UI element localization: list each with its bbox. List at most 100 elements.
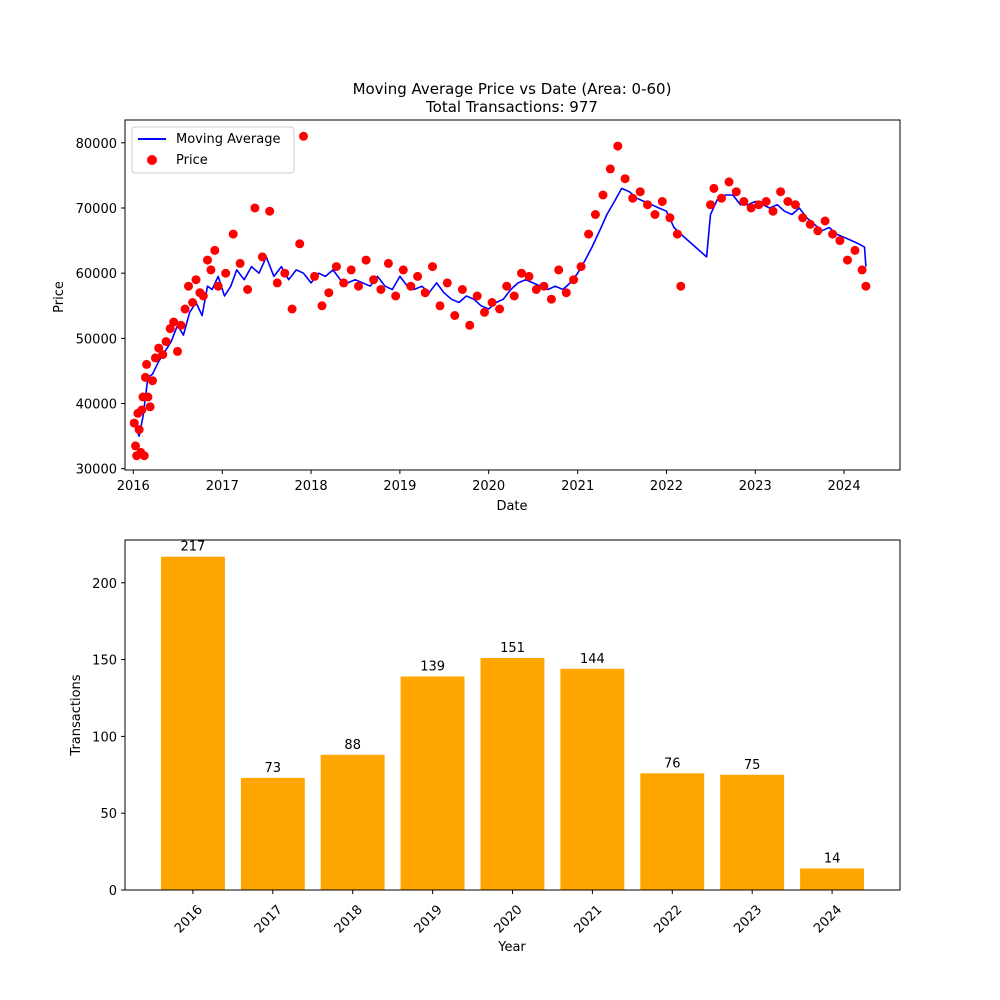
price-point bbox=[828, 229, 838, 239]
price-point bbox=[717, 193, 726, 203]
price-point bbox=[420, 288, 430, 298]
price-point bbox=[198, 291, 208, 301]
bar-y-tick-label: 0 bbox=[109, 884, 117, 899]
line-plot-area bbox=[129, 131, 871, 461]
bar-2023 bbox=[720, 774, 785, 890]
line-subplot: Moving Average Price vs Date (Area: 0-60… bbox=[52, 80, 901, 514]
price-point bbox=[598, 190, 608, 200]
bar-data-label: 75 bbox=[744, 758, 761, 773]
price-point bbox=[676, 281, 686, 291]
price-point bbox=[188, 298, 198, 307]
price-point bbox=[502, 281, 512, 291]
price-point bbox=[768, 206, 778, 216]
legend-entry-moving-average: Moving Average bbox=[176, 132, 280, 147]
bar-y-tick-label: 50 bbox=[100, 807, 117, 822]
price-point bbox=[165, 324, 175, 334]
price-point bbox=[584, 229, 594, 239]
line-x-tick-label: 2018 bbox=[295, 479, 328, 494]
price-point bbox=[554, 265, 564, 275]
price-point bbox=[324, 288, 334, 298]
price-point bbox=[295, 239, 305, 249]
price-point bbox=[228, 229, 238, 239]
price-point bbox=[650, 210, 660, 219]
line-y-tick-label: 70000 bbox=[76, 202, 117, 217]
price-point bbox=[783, 197, 793, 206]
bar-y-tick-label: 150 bbox=[92, 654, 117, 669]
price-point bbox=[442, 278, 452, 288]
price-point bbox=[465, 320, 475, 330]
price-point bbox=[761, 197, 771, 206]
line-y-tick-label: 40000 bbox=[76, 398, 117, 413]
price-point bbox=[161, 337, 171, 347]
price-point bbox=[265, 206, 275, 216]
price-point bbox=[129, 418, 139, 428]
price-point bbox=[620, 174, 630, 184]
price-point bbox=[706, 200, 715, 210]
line-x-axis-label: Date bbox=[496, 499, 527, 514]
price-point bbox=[776, 187, 786, 197]
price-point bbox=[517, 268, 526, 278]
price-point bbox=[184, 281, 193, 291]
moving-average-line bbox=[133, 187, 867, 437]
price-point bbox=[131, 441, 140, 451]
price-point bbox=[180, 304, 190, 314]
line-y-tick-label: 60000 bbox=[76, 267, 117, 282]
bar-2018 bbox=[320, 754, 385, 890]
price-point bbox=[206, 265, 216, 275]
price-point bbox=[605, 164, 615, 174]
line-y-tick-label: 80000 bbox=[76, 137, 117, 152]
price-point bbox=[376, 285, 386, 294]
bar-2017 bbox=[240, 777, 305, 890]
bar-2024 bbox=[800, 868, 864, 890]
price-point bbox=[191, 275, 201, 285]
legend-scatter-swatch bbox=[147, 155, 157, 165]
price-point bbox=[317, 301, 327, 311]
line-y-axis-label: Price bbox=[52, 281, 67, 313]
price-point bbox=[576, 262, 586, 272]
bar-2016 bbox=[161, 556, 225, 890]
price-scatter-points bbox=[129, 131, 871, 461]
bar-2019 bbox=[400, 676, 465, 890]
price-point bbox=[546, 294, 556, 304]
bar-data-label: 217 bbox=[180, 540, 205, 555]
line-y-tick-label: 50000 bbox=[76, 332, 117, 347]
price-point bbox=[472, 291, 482, 301]
price-point bbox=[280, 268, 290, 278]
price-point bbox=[531, 285, 541, 294]
bar-2021 bbox=[560, 668, 625, 890]
bar-data-label: 76 bbox=[664, 756, 681, 771]
bar-2020 bbox=[480, 658, 545, 890]
bar-data-label: 139 bbox=[420, 659, 445, 674]
price-point bbox=[361, 255, 371, 265]
line-legend: Moving Average Price bbox=[131, 126, 295, 174]
line-y-axis-ticks: 30000 40000 50000 60000 70000 80000 bbox=[76, 137, 125, 478]
price-point bbox=[158, 350, 168, 360]
price-point bbox=[134, 425, 144, 435]
price-point bbox=[724, 177, 734, 187]
price-point bbox=[339, 278, 349, 288]
price-point bbox=[850, 245, 860, 255]
line-plot-frame bbox=[124, 119, 901, 471]
price-point bbox=[457, 285, 467, 294]
price-point bbox=[539, 281, 549, 291]
bar-x-axis-label: Year bbox=[497, 940, 526, 955]
bar-y-axis-label: Transactions bbox=[69, 674, 84, 756]
price-point bbox=[428, 262, 437, 272]
price-point bbox=[143, 392, 153, 402]
line-x-axis-ticks: 2016 2017 2018 2019 2020 2021 2022 2023 2024 bbox=[117, 470, 861, 494]
price-point bbox=[635, 187, 645, 197]
line-chart-title: Moving Average Price vs Date (Area: 0-60… bbox=[353, 80, 672, 98]
price-point bbox=[820, 216, 830, 226]
price-point bbox=[221, 268, 231, 278]
price-point bbox=[435, 301, 445, 311]
price-point bbox=[739, 197, 749, 206]
price-point bbox=[613, 141, 623, 151]
price-point bbox=[561, 288, 571, 298]
line-x-tick-label: 2021 bbox=[561, 479, 594, 494]
bar-data-label: 88 bbox=[344, 738, 361, 753]
legend-entry-price: Price bbox=[176, 153, 208, 168]
price-point bbox=[861, 281, 871, 291]
price-point bbox=[413, 271, 423, 281]
price-point bbox=[590, 210, 600, 219]
price-point bbox=[148, 376, 157, 386]
